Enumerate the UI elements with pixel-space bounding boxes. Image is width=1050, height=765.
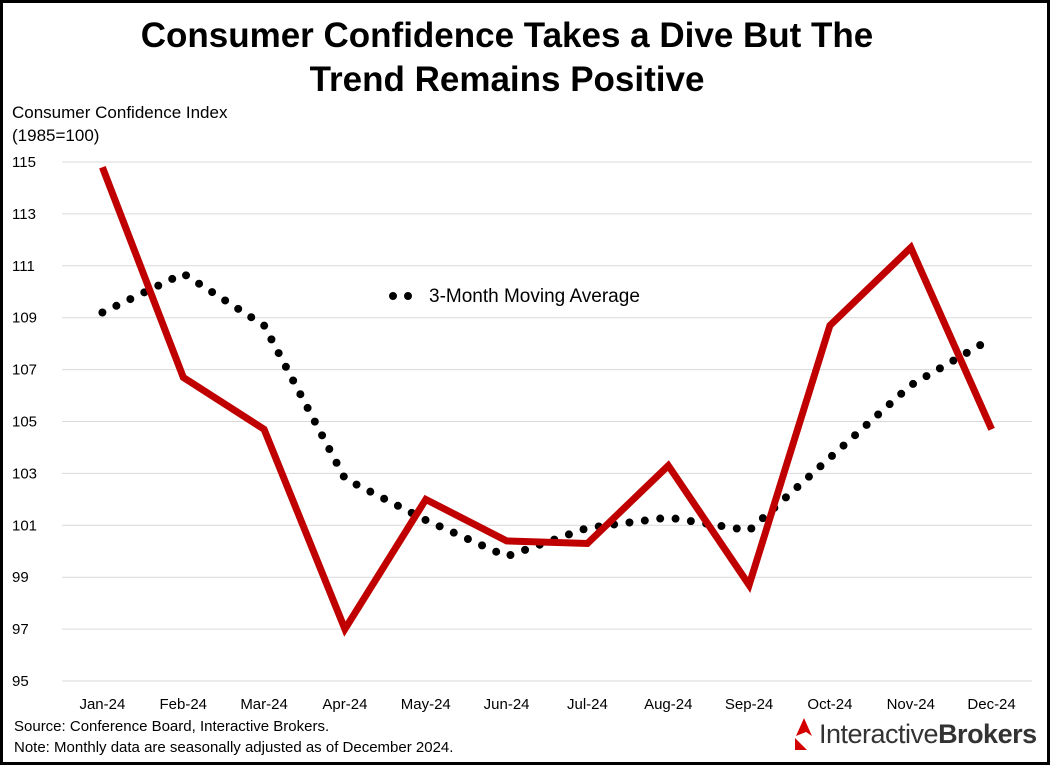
consumer-confidence-line: [99, 165, 995, 637]
gridlines: [62, 161, 1032, 682]
x-tick-label: Mar-24: [240, 696, 288, 713]
x-tick-label: Oct-24: [807, 696, 852, 713]
legend: 3-Month Moving Average: [389, 286, 640, 307]
moving-average-line: [98, 269, 996, 561]
x-tick-label: Jun-24: [484, 696, 530, 713]
x-tick-label: Sep-24: [725, 696, 773, 713]
footer: Source: Conference Board, Interactive Br…: [14, 716, 453, 758]
brand-name: InteractiveBrokers: [819, 719, 1037, 750]
brand-logo: InteractiveBrokers: [793, 714, 1037, 754]
x-tick-label: Jul-24: [567, 696, 608, 713]
legend-label: 3-Month Moving Average: [429, 286, 640, 307]
x-tick-label: Nov-24: [887, 696, 935, 713]
brand-name-part-2: Brokers: [938, 718, 1037, 749]
y-tick-label: 111: [12, 258, 35, 275]
chart-title-line-2: Trend Remains Positive: [309, 60, 705, 99]
y-tick-label: 95: [12, 673, 29, 690]
brand-name-part-1: Interactive: [819, 718, 939, 749]
x-tick-label: Aug-24: [644, 696, 692, 713]
y-axis-label-line-2: (1985=100): [12, 126, 99, 145]
y-axis-label-line-1: Consumer Confidence Index: [12, 103, 228, 122]
y-tick-label: 115: [12, 154, 36, 171]
chart-title-line-1: Consumer Confidence Takes a Dive But The: [140, 16, 874, 55]
x-tick-label: Feb-24: [159, 696, 207, 713]
x-tick-label: May-24: [401, 696, 451, 713]
x-tick-label: Apr-24: [322, 696, 367, 713]
y-tick-label: 101: [12, 517, 37, 534]
interactive-brokers-logo-icon: [795, 718, 812, 750]
x-tick-label: Jan-24: [79, 696, 125, 713]
source-note: Source: Conference Board, Interactive Br…: [14, 718, 330, 735]
x-axis-ticks: Jan-24 Feb-24 Mar-24 Apr-24 May-24 Jun-24 Jul-…: [79, 696, 1015, 713]
y-axis-ticks: 95 97 99 101 103 105 107 109 111 113 115: [12, 154, 37, 690]
y-tick-label: 109: [12, 310, 37, 327]
data-note: Note: Monthly data are seasonally adjust…: [14, 739, 454, 756]
y-tick-label: 105: [12, 414, 37, 431]
y-tick-label: 99: [12, 569, 29, 586]
chart-title: Consumer Confidence Takes a Dive But The…: [0, 14, 1014, 102]
y-tick-label: 113: [12, 206, 36, 223]
y-tick-label: 103: [12, 465, 37, 482]
y-tick-label: 107: [12, 362, 37, 379]
y-tick-label: 97: [12, 621, 29, 638]
series: [98, 165, 996, 637]
x-tick-label: Dec-24: [967, 696, 1015, 713]
